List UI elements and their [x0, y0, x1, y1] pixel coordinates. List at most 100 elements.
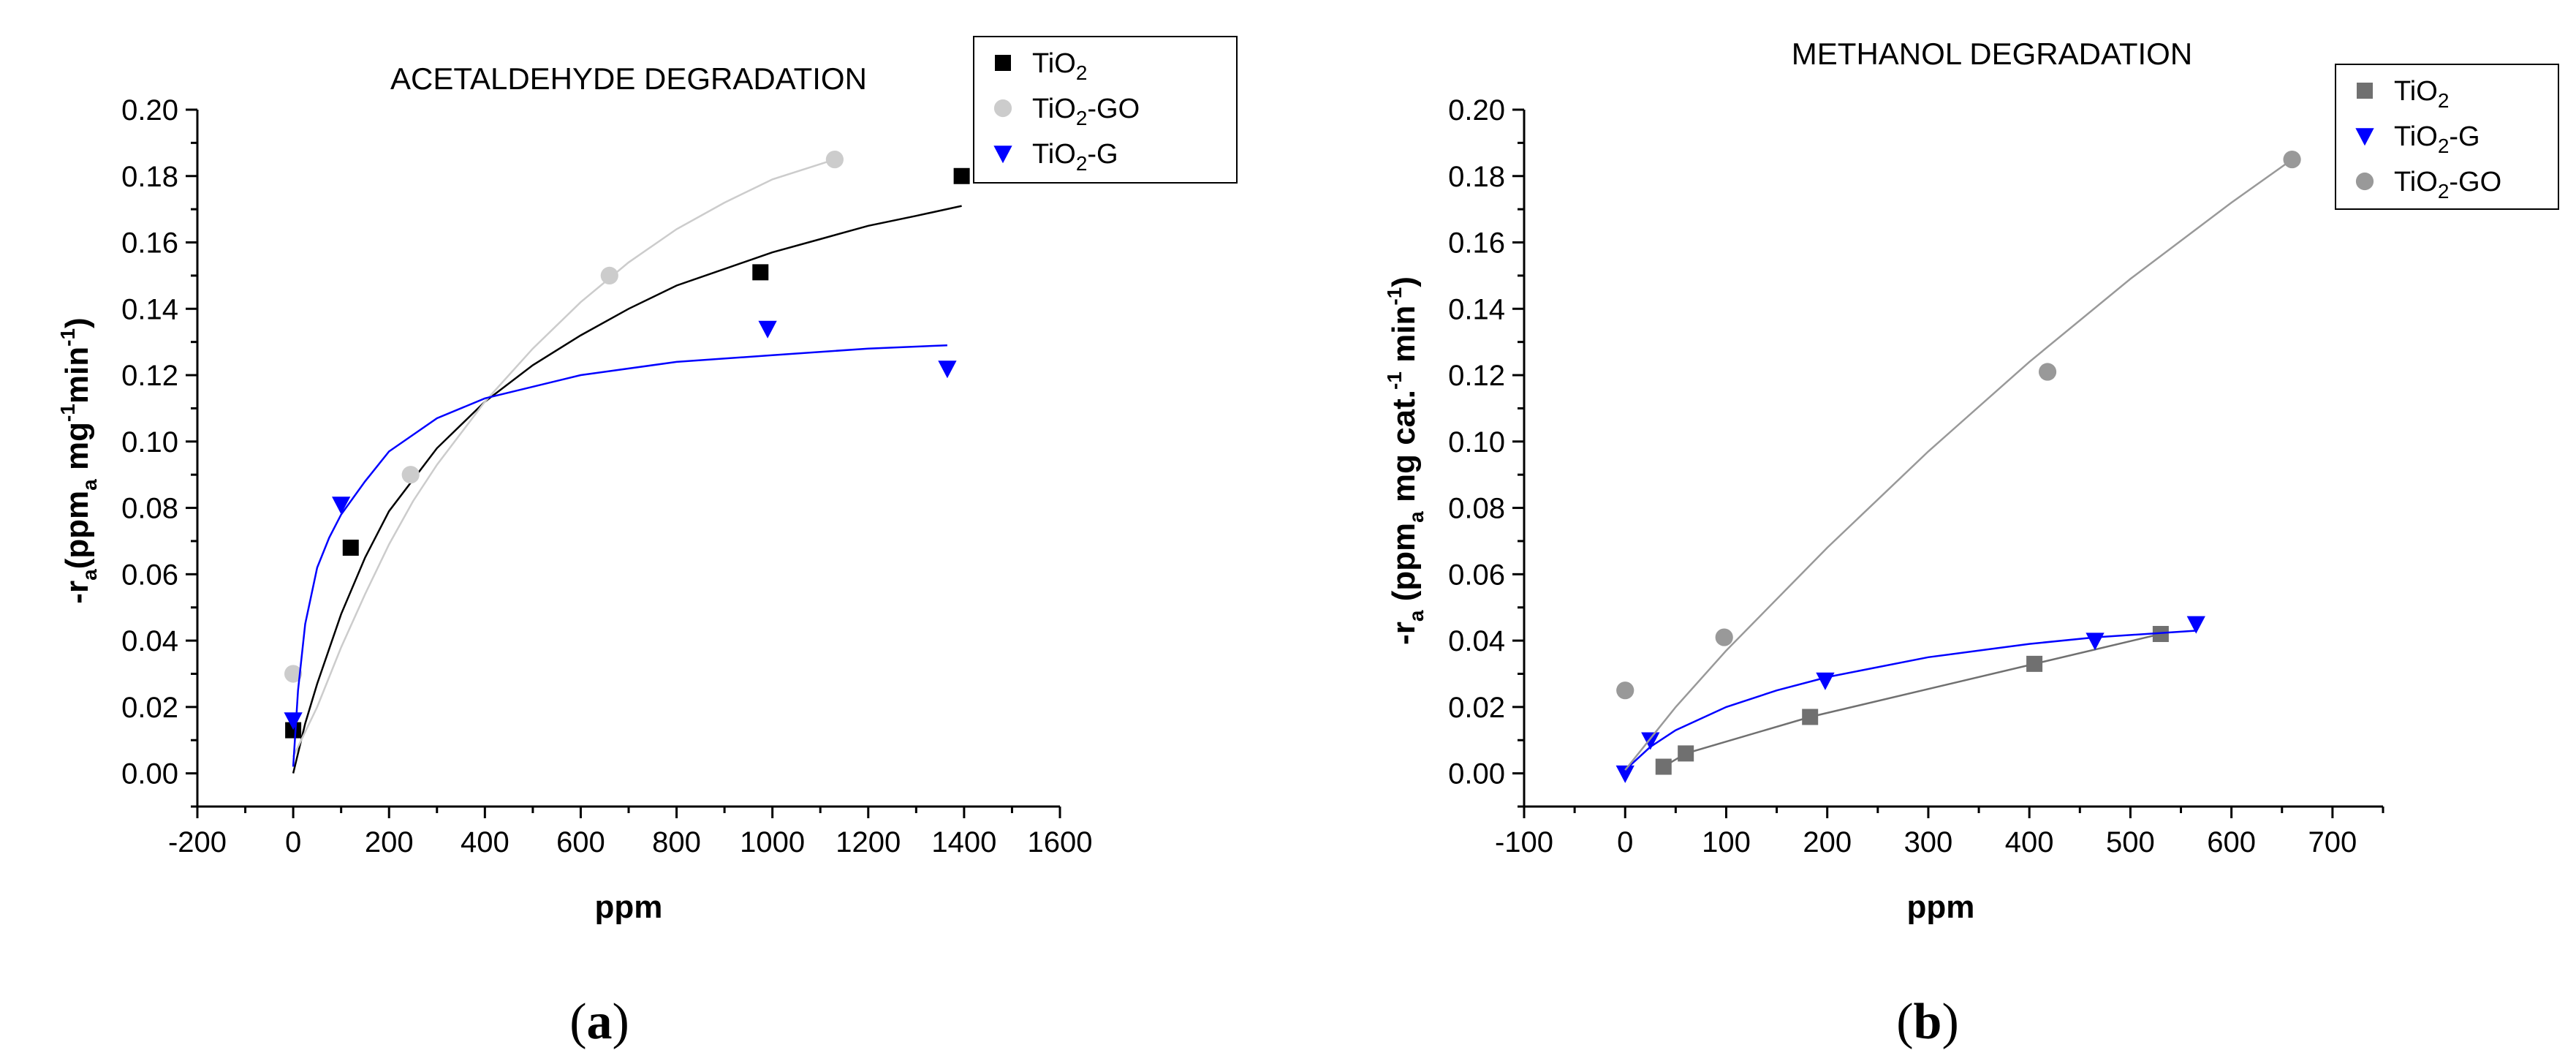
- y-tick-label: 0.04: [1448, 625, 1505, 657]
- y-tick-label: 0.08: [121, 493, 178, 525]
- y-tick-label: 0.02: [121, 692, 178, 724]
- x-tick-label: 1200: [836, 826, 901, 858]
- y-tick-label: 0.10: [1448, 426, 1505, 458]
- y-tick-label: 0.16: [121, 227, 178, 260]
- x-tick-label: -200: [168, 826, 227, 858]
- data-point: [1802, 709, 1819, 725]
- series-2: [1616, 150, 2301, 771]
- legend-marker: [2357, 83, 2373, 99]
- series-fit-line: [292, 205, 962, 774]
- y-tick-label: 0.14: [1448, 293, 1505, 325]
- y-tick-label: 0.20: [1448, 94, 1505, 127]
- legend-item: TiO2-GO: [993, 94, 1140, 129]
- x-tick-label: 1400: [931, 826, 996, 858]
- data-point: [1616, 681, 1634, 700]
- legend-marker: [995, 55, 1011, 71]
- data-point: [332, 496, 351, 515]
- series-fit-line: [1663, 633, 2162, 768]
- series-2: [284, 320, 957, 767]
- x-tick-label: 0: [285, 826, 301, 858]
- legend-label: TiO2-G: [2394, 121, 2480, 157]
- y-tick-label: 0.04: [121, 625, 178, 657]
- x-axis-label: ppm: [595, 889, 663, 925]
- x-tick-label: 200: [365, 826, 414, 858]
- y-tick-label: 0.02: [1448, 692, 1505, 724]
- series-fit-line: [1624, 630, 2197, 771]
- data-point: [2283, 150, 2301, 169]
- y-tick-label: 0.20: [121, 94, 178, 127]
- y-axis-label: -ra (ppma mg cat.-1 min-1): [1383, 276, 1428, 645]
- series-1: [1615, 616, 2205, 783]
- legend-marker: [993, 146, 1012, 164]
- data-point: [284, 665, 303, 683]
- legend-item: TiO2: [995, 48, 1087, 84]
- y-tick-label: 0.00: [1448, 758, 1505, 790]
- data-point: [2038, 363, 2057, 381]
- data-point: [342, 540, 359, 556]
- y-tick-label: 0.18: [1448, 161, 1505, 193]
- x-tick-label: 400: [461, 826, 509, 858]
- series-fit-line: [292, 158, 836, 758]
- legend-label: TiO2-GO: [1032, 94, 1140, 129]
- data-point: [2186, 616, 2205, 634]
- legend-box: [973, 36, 1238, 184]
- data-point: [1678, 745, 1694, 762]
- data-point: [284, 712, 303, 730]
- x-tick-label: 600: [2207, 826, 2256, 858]
- y-tick-label: 0.12: [1448, 360, 1505, 392]
- series-1: [284, 150, 844, 758]
- x-tick-label: 500: [2106, 826, 2155, 858]
- x-axis-label: ppm: [1907, 889, 1975, 925]
- y-tick-label: 0.06: [1448, 559, 1505, 591]
- y-tick-label: 0.00: [121, 758, 178, 790]
- data-point: [938, 360, 957, 379]
- data-point: [825, 150, 844, 169]
- chart-title: ACETALDEHYDE DEGRADATION: [390, 61, 867, 96]
- x-tick-label: 0: [1617, 826, 1633, 858]
- legend-item: TiO2: [2357, 76, 2449, 112]
- x-tick-label: 1000: [740, 826, 805, 858]
- data-point: [758, 320, 777, 339]
- y-tick-label: 0.12: [121, 360, 178, 392]
- x-tick-label: 600: [556, 826, 605, 858]
- legend-label: TiO2: [2394, 76, 2449, 112]
- y-tick-label: 0.14: [121, 293, 178, 325]
- x-tick-label: -100: [1495, 826, 1553, 858]
- y-tick-label: 0.10: [121, 426, 178, 458]
- data-point: [1655, 758, 1672, 775]
- data-point: [285, 722, 302, 739]
- y-axis-label: -ra(ppma mg-1min-1): [56, 317, 101, 603]
- chart-a: -200 0 200 400 600 800 1000 1200 1400 1600 0.00 0.0…: [56, 36, 1238, 1050]
- legend-label: TiO2-G: [1032, 139, 1118, 175]
- legend-label: TiO2-GO: [2394, 167, 2501, 203]
- legend-item: TiO2-G: [993, 139, 1118, 175]
- y-tick-label: 0.08: [1448, 493, 1505, 525]
- chart-b: -100 0 100 200 300 400 500 600 700 0.00 0.02 0.04 0.…: [1383, 37, 2559, 1050]
- panel-caption: (a): [569, 994, 629, 1050]
- series-fit-line: [1624, 159, 2293, 771]
- data-point: [1816, 672, 1835, 690]
- x-tick-label: 400: [2005, 826, 2054, 858]
- panel-caption: (b): [1896, 994, 1959, 1050]
- x-tick-label: 200: [1803, 826, 1852, 858]
- chart-title: METHANOL DEGRADATION: [1792, 37, 2192, 71]
- data-point: [953, 167, 970, 184]
- series-0: [285, 167, 970, 774]
- data-point: [600, 266, 618, 285]
- legend-item: TiO2-GO: [2355, 167, 2501, 203]
- data-point: [1641, 732, 1660, 750]
- data-point: [2152, 626, 2169, 643]
- legend-item: TiO2-G: [2355, 121, 2480, 157]
- x-tick-label: 300: [1904, 826, 1953, 858]
- x-tick-label: 100: [1702, 826, 1751, 858]
- y-tick-label: 0.18: [121, 161, 178, 193]
- legend-marker: [2355, 172, 2374, 191]
- legend: TiO2 TiO2-G TiO2-GO: [2335, 64, 2559, 210]
- data-point: [401, 466, 420, 484]
- data-point: [1615, 765, 1634, 783]
- legend-marker: [2355, 128, 2374, 146]
- data-point: [1715, 628, 1733, 646]
- series-fit-line: [292, 344, 947, 767]
- series-0: [1655, 626, 2169, 775]
